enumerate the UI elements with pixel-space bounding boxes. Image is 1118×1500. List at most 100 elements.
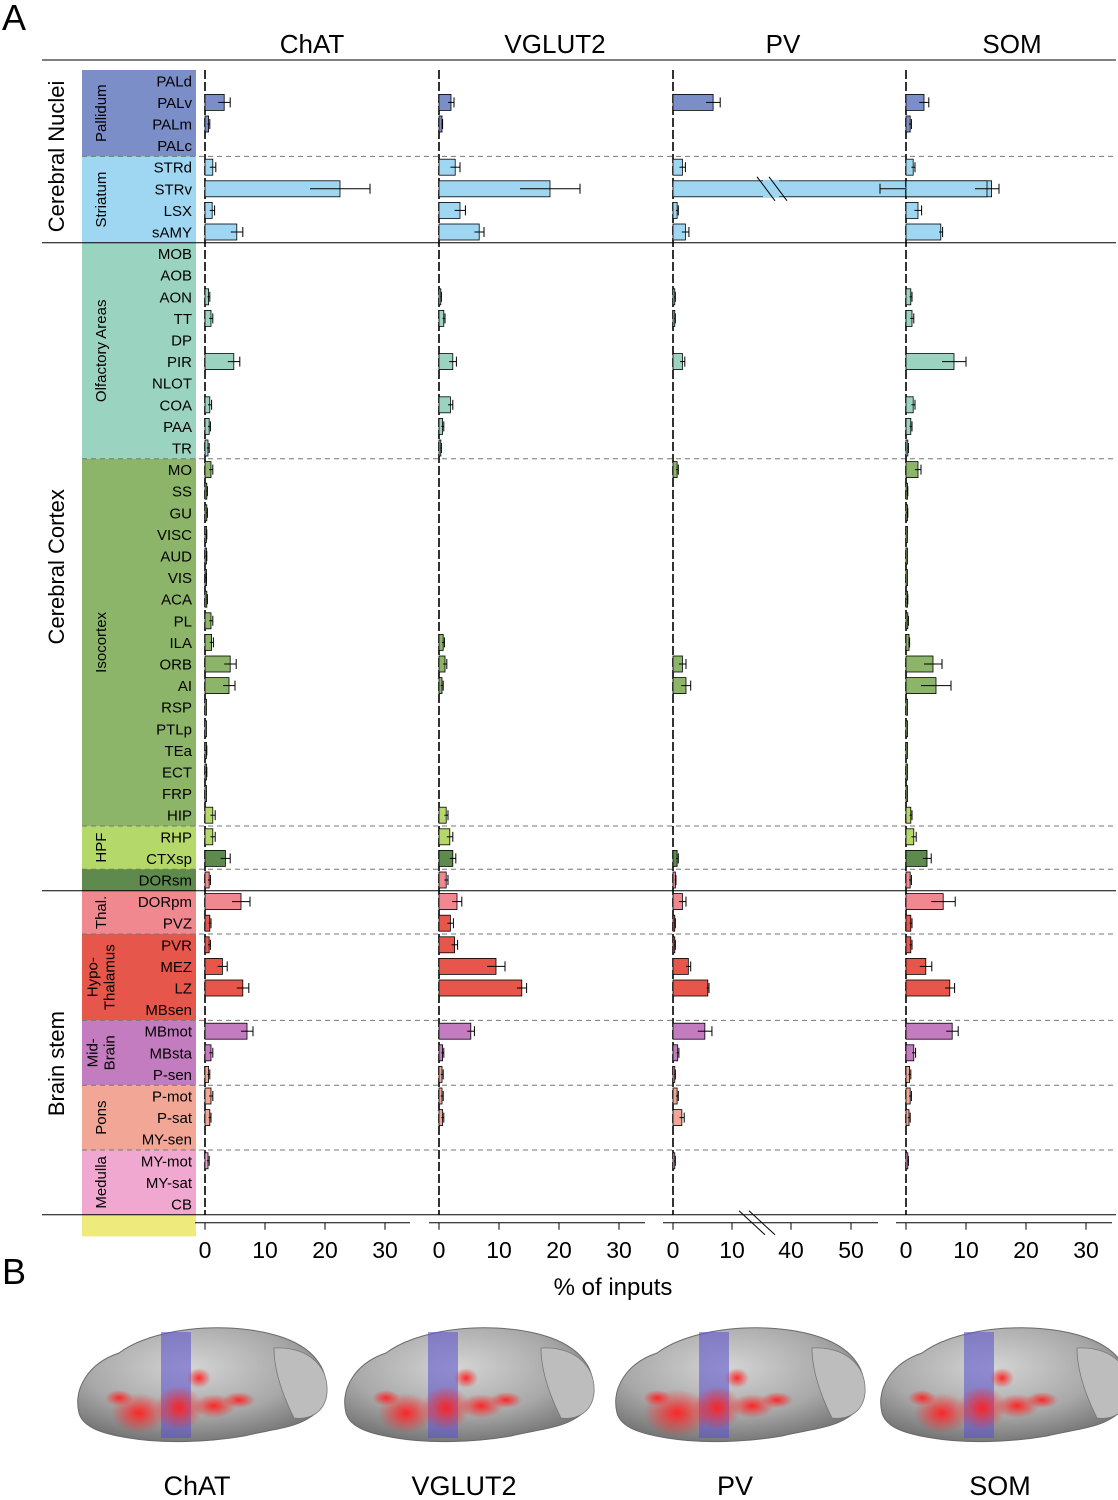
bar — [204, 785, 207, 802]
brain-cerebellum — [273, 1347, 328, 1419]
region-label: GU — [170, 505, 193, 522]
region-label: PTLp — [156, 721, 192, 738]
labeled-cells — [725, 1368, 749, 1388]
region-label: TT — [174, 311, 192, 328]
region-label: MO — [168, 462, 192, 479]
subgroup-label: Striatum — [93, 172, 110, 228]
subgroup-label-line: Pallidum — [93, 84, 110, 142]
panel-som: 0 10 20 30 — [896, 70, 1112, 1263]
bar — [905, 720, 908, 738]
major-group-label-text: Cerebral Cortex — [44, 489, 69, 644]
labeled-cells — [761, 1392, 793, 1408]
bar — [905, 547, 908, 565]
x-tick-label: 30 — [372, 1237, 398, 1263]
major-group-label: Cerebral Cortex — [44, 489, 69, 644]
region-label: ECT — [162, 765, 192, 782]
region-label: MOB — [158, 246, 192, 263]
x-tick-label: 50 — [838, 1237, 864, 1263]
subgroup-label-line: Isocortex — [93, 611, 110, 672]
brain-cerebellum — [811, 1347, 866, 1419]
region-label: PALd — [156, 73, 192, 90]
major-group-label: Brain stem — [44, 1011, 69, 1116]
subgroup-label-line: Medulla — [93, 1155, 110, 1208]
bar — [905, 180, 988, 198]
region-label: COA — [159, 397, 192, 414]
region-label: MBsen — [145, 1002, 192, 1019]
break-mark — [768, 176, 788, 202]
subgroup-band — [82, 242, 196, 459]
labeled-cells — [422, 1386, 470, 1430]
brain-label-som: SOM — [969, 1471, 1031, 1500]
region-label: NLOT — [152, 376, 192, 393]
region-label: AI — [178, 678, 192, 695]
brain-label-pv: PV — [717, 1471, 753, 1500]
subgroup-band — [82, 934, 196, 1021]
region-label: MY-mot — [141, 1153, 193, 1170]
labeled-cells — [990, 1368, 1014, 1388]
panel-chat: 0 10 20 30 — [195, 70, 410, 1263]
axis-break-mark — [748, 1210, 776, 1236]
subgroup-label-line: Brain — [102, 1035, 119, 1070]
bar — [905, 742, 908, 759]
region-label: VISC — [157, 527, 192, 544]
region-label: TR — [172, 441, 192, 458]
x-tick-label: 10 — [252, 1237, 278, 1263]
subgroup-label-line: Mid- — [85, 1038, 102, 1067]
subgroup-band — [82, 70, 196, 157]
region-label: DORpm — [138, 894, 192, 911]
bar — [905, 979, 951, 997]
region-label: PIR — [167, 354, 192, 371]
bar — [438, 1022, 472, 1040]
labeled-cells — [490, 1392, 522, 1408]
x-tick-label: 0 — [667, 1237, 680, 1263]
region-label: MY-sat — [146, 1175, 193, 1192]
labeled-cells — [187, 1368, 211, 1388]
x-tick-label: 30 — [1073, 1237, 1099, 1263]
region-label: CB — [171, 1197, 192, 1214]
subgroup-label: Isocortex — [93, 611, 110, 672]
axis-break-mark — [738, 1210, 766, 1236]
bar — [204, 720, 207, 738]
subgroup-band — [82, 1020, 196, 1086]
bar — [905, 526, 908, 543]
subgroup-band — [82, 1214, 196, 1237]
region-label: FRP — [162, 786, 192, 803]
bar — [438, 223, 480, 241]
region-label: DP — [171, 333, 192, 350]
brain-cerebellum — [1076, 1347, 1118, 1419]
subgroup-label-line: Thalamus — [102, 944, 119, 1010]
subgroup-label-line: Striatum — [93, 172, 110, 228]
bar — [672, 979, 709, 997]
panel-a-label: A — [2, 0, 26, 38]
bar — [204, 1022, 248, 1040]
major-group-label-text: Brain stem — [44, 1011, 69, 1116]
region-label: AUD — [160, 549, 192, 566]
bar — [905, 698, 908, 716]
region-label: PVR — [161, 937, 192, 954]
x-tick-label: 0 — [900, 1237, 913, 1263]
brain-rendering — [615, 1327, 866, 1443]
column-header-som: SOM — [982, 29, 1041, 59]
region-label: AON — [159, 289, 192, 306]
subgroup-band — [82, 458, 196, 826]
region-label: ORB — [159, 657, 192, 674]
labeled-cells — [155, 1386, 203, 1430]
subgroup-label-line: HPF — [93, 833, 110, 863]
labeled-cells — [643, 1390, 671, 1406]
region-label: VIS — [168, 570, 192, 587]
region-label: ILA — [169, 635, 192, 652]
subgroup-label: Hypo- Thalamus — [85, 944, 119, 1010]
bar — [204, 698, 207, 716]
subgroup-label-line: Olfactory Areas — [93, 300, 110, 403]
x-tick-label: 20 — [546, 1237, 572, 1263]
region-label: LZ — [174, 981, 192, 998]
panel-b-label: B — [2, 1251, 26, 1292]
subgroup-band — [82, 890, 196, 934]
panel-vglut2: 0 10 20 30 — [429, 70, 645, 1263]
region-label: MBsta — [149, 1045, 192, 1062]
subgroup-label-line: Hypo- — [85, 957, 102, 997]
major-group-label-text: Cerebral Nuclei — [44, 81, 69, 233]
bar — [905, 223, 942, 241]
x-tick-label: 10 — [486, 1237, 512, 1263]
